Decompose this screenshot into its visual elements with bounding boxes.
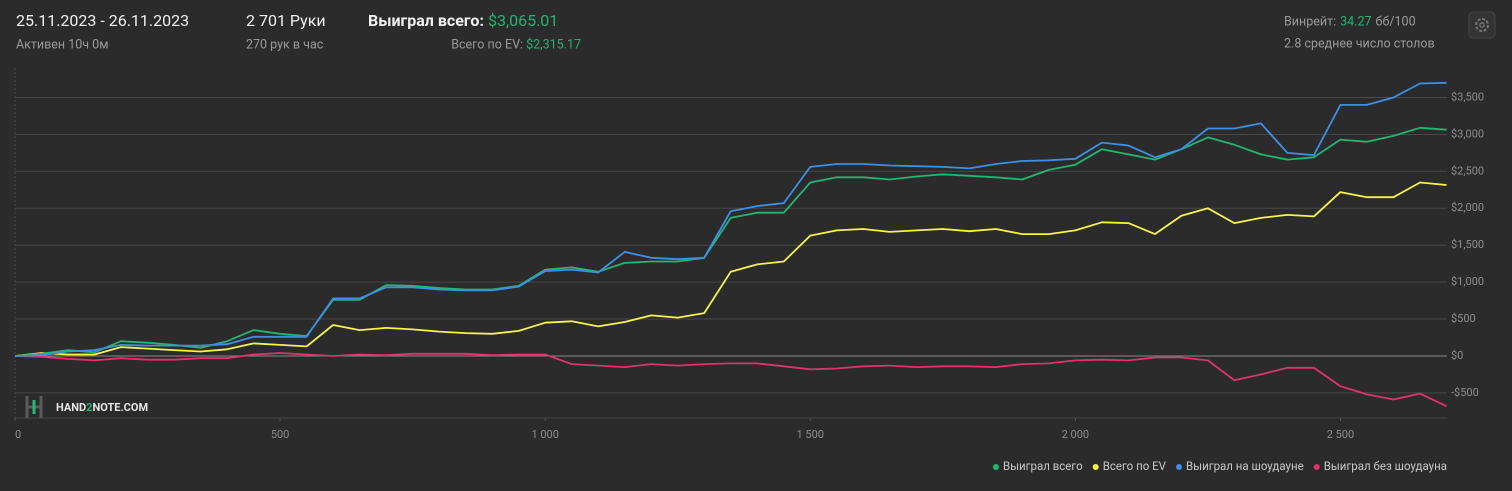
hands-per-hour: 270 рук в час — [246, 37, 324, 52]
winrate-value: 34.27 — [1340, 14, 1371, 29]
x-tick-label: 2 500 — [1327, 428, 1354, 441]
x-tick-label: 1 000 — [531, 428, 558, 441]
logo-text: HAND — [56, 401, 86, 414]
legend-swatch — [1092, 464, 1099, 470]
winrate-label: Винрейт: — [1284, 14, 1336, 29]
hands-count: 2 701 Руки — [246, 11, 326, 30]
legend-label: Всего по EV — [1103, 459, 1167, 473]
winrate-unit: бб/100 — [1376, 14, 1416, 29]
y-tick-label: -$500 — [1451, 386, 1479, 399]
y-tick-label: $1,000 — [1451, 275, 1484, 288]
y-tick-label: $3,500 — [1451, 90, 1484, 103]
settings-frame — [1468, 11, 1496, 39]
plot: -$500 $0 $500 $1,000 $1,500 $2,000 $2,500 $3,00… — [14, 68, 1484, 441]
y-tick-label: $0 — [1451, 349, 1463, 362]
avg-tables: 2.8 среднее число столов — [1284, 36, 1435, 51]
legend-label: Выиграл без шоудауна — [1324, 459, 1447, 473]
y-tick-label: $500 — [1451, 312, 1476, 325]
series-line — [14, 81, 1447, 357]
legend-label: Выиграл на шоудауне — [1186, 459, 1304, 473]
legend-label: Выиграл всего — [1003, 459, 1083, 473]
x-tick-label: 1 500 — [797, 428, 824, 441]
logo-text: 2 — [86, 401, 92, 414]
x-tick-label: 500 — [271, 428, 290, 441]
y-tick-label: $1,500 — [1451, 238, 1484, 251]
logo: HAND 2 NOTE.COM — [25, 396, 148, 418]
x-tick-label: 0 — [15, 428, 21, 441]
y-tick-label: $2,000 — [1451, 201, 1484, 214]
gear-center — [1479, 22, 1485, 28]
won-label: Выиграл всего: — [368, 11, 484, 30]
y-tick-label: $2,500 — [1451, 164, 1484, 177]
ev-label: Всего по EV: — [451, 37, 523, 52]
legend-swatch — [1176, 464, 1183, 470]
legend-swatch — [1313, 464, 1320, 470]
series-line — [14, 181, 1447, 357]
ev-value: $2,315.17 — [526, 37, 581, 52]
series-line — [14, 352, 1447, 408]
gear — [1475, 18, 1489, 32]
x-tick-label: 2 000 — [1062, 428, 1089, 441]
series-line — [14, 126, 1447, 357]
won-value: $3,065.01 — [488, 11, 558, 30]
legend-swatch — [992, 464, 999, 470]
y-tick-label: $3,000 — [1451, 127, 1484, 140]
logo-text: NOTE.COM — [92, 401, 148, 414]
legend: Выиграл без шоудауна Выиграл на шоудауне В… — [992, 459, 1447, 473]
active-time: Активен 10ч 0м — [16, 37, 108, 52]
date-range: 25.11.2023 - 26.11.2023 — [16, 11, 189, 30]
settings-button[interactable] — [1468, 11, 1496, 39]
